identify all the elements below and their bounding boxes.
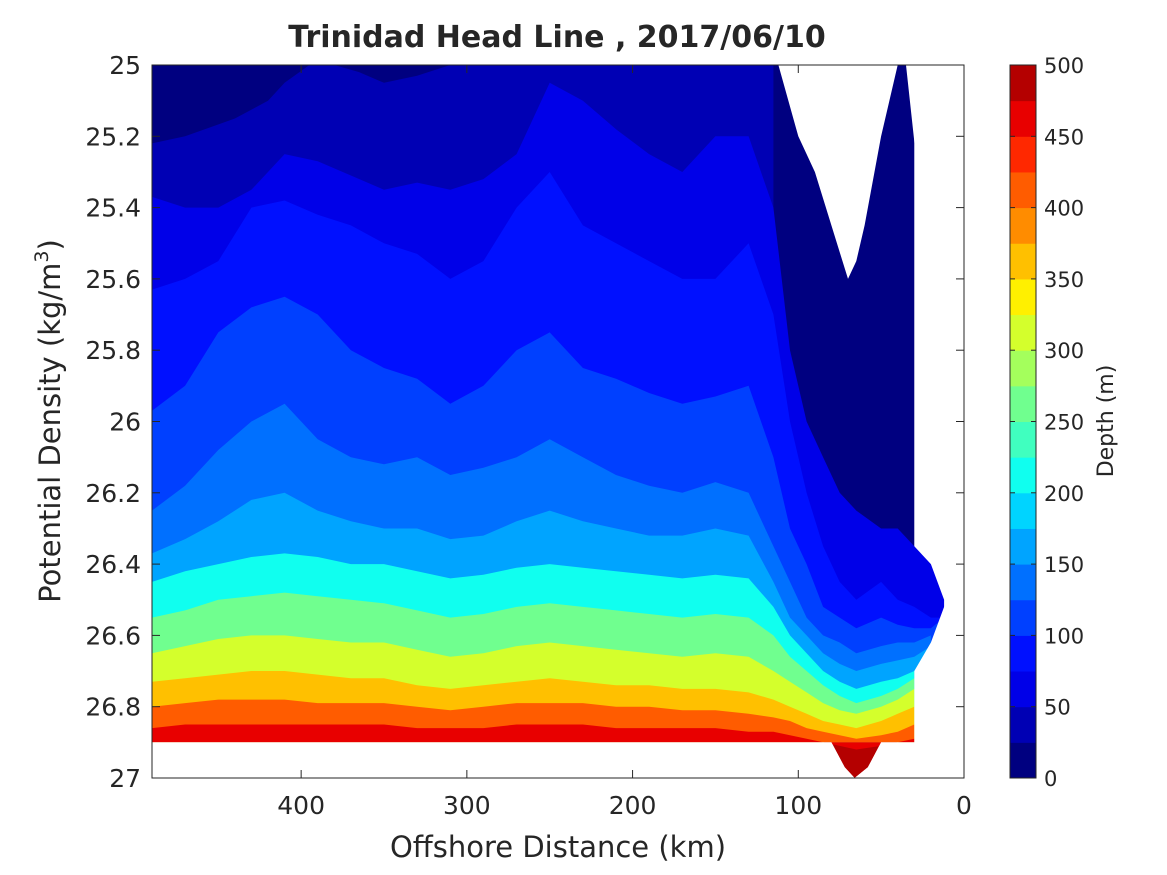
y-tick-label: 25.8 <box>85 336 141 365</box>
colorbar-swatch <box>1010 350 1036 387</box>
colorbar-swatch <box>1010 314 1036 351</box>
y-tick-label: 26.6 <box>85 621 141 650</box>
y-tick-label: 26 <box>109 408 141 437</box>
colorbar-swatch <box>1010 385 1036 422</box>
colorbar-tick-label: 50 <box>1044 696 1071 720</box>
colorbar-swatch <box>1010 671 1036 708</box>
chart-title: Trinidad Head Line , 2017/06/10 <box>288 20 825 55</box>
colorbar-swatch <box>1010 136 1036 173</box>
colorbar-swatch <box>1010 65 1036 102</box>
colorbar-tick-label: 350 <box>1044 268 1084 292</box>
colorbar-swatch <box>1010 528 1036 565</box>
y-tick-label: 25.6 <box>85 265 141 294</box>
colorbar-swatch <box>1010 457 1036 494</box>
y-axis-label: Potential Density (kg/m3) <box>31 239 67 603</box>
colorbar-tick-label: 400 <box>1044 197 1084 221</box>
blank-region-right-edge <box>906 65 964 636</box>
colorbar-swatch <box>1010 100 1036 137</box>
colorbar-swatch <box>1010 706 1036 743</box>
colorbar: 0 50 100 150 200 250 300 350 400 450 500 <box>1009 54 1084 791</box>
colorbar-tick-label: 250 <box>1044 411 1084 435</box>
colorbar-tick-label: 200 <box>1044 482 1084 506</box>
colorbar-swatch <box>1010 171 1036 209</box>
colorbar-swatch <box>1010 742 1036 779</box>
x-tick-label: 100 <box>774 791 822 820</box>
x-tick-label: 300 <box>443 791 491 820</box>
colorbar-tick-label: 500 <box>1044 54 1084 78</box>
x-axis: 400 300 200 100 0 <box>277 65 972 820</box>
colorbar-tick-label: 150 <box>1044 553 1084 577</box>
contour-field <box>152 65 964 778</box>
x-axis-label: Offshore Distance (km) <box>390 830 726 864</box>
colorbar-swatch <box>1010 243 1036 280</box>
colorbar-tick-label: 0 <box>1044 767 1057 791</box>
y-tick-label: 26.8 <box>85 693 141 722</box>
y-tick-label: 25 <box>109 51 141 80</box>
contour-band-450 <box>152 724 915 750</box>
colorbar-swatch <box>1010 492 1036 529</box>
colorbar-swatch <box>1010 421 1036 458</box>
y-axis-label-main: Potential Density (kg/m <box>33 263 67 603</box>
y-tick-label: 27 <box>109 764 141 793</box>
colorbar-swatch <box>1010 278 1036 316</box>
y-axis: 25 25.2 25.4 25.6 25.8 26 26.2 26.4 26.6 26.8 27 <box>85 51 964 793</box>
colorbar-swatch <box>1010 635 1036 672</box>
x-tick-label: 200 <box>609 791 657 820</box>
y-axis-label-close: ) <box>33 239 67 250</box>
y-tick-label: 26.2 <box>85 479 141 508</box>
x-tick-label: 400 <box>277 791 325 820</box>
colorbar-tick-label: 300 <box>1044 339 1084 363</box>
colorbar-label: Depth (m) <box>1094 365 1119 478</box>
y-axis-label-superscript: 3 <box>31 250 53 262</box>
y-tick-label: 25.2 <box>85 122 141 151</box>
x-tick-label: 0 <box>956 791 972 820</box>
blank-region-bottom <box>152 599 964 778</box>
y-tick-label: 25.4 <box>85 194 141 223</box>
colorbar-tick-label: 450 <box>1044 125 1084 149</box>
contour-band-deep-dip <box>831 742 882 778</box>
colorbar-swatch <box>1010 564 1036 601</box>
colorbar-tick-label: 100 <box>1044 624 1084 648</box>
blank-region-top-right-notch <box>778 65 898 279</box>
y-tick-label: 26.4 <box>85 550 141 579</box>
colorbar-swatch <box>1010 207 1036 244</box>
colorbar-swatch <box>1010 599 1036 636</box>
